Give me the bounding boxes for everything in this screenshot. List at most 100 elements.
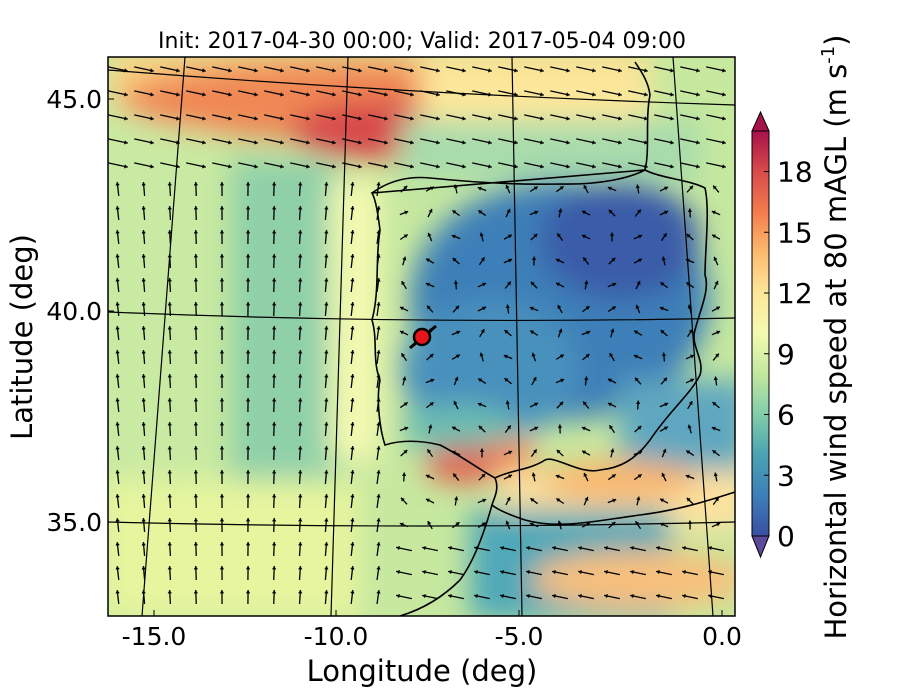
- wind-arrow-head: [219, 278, 225, 282]
- wind-arrow-head: [254, 140, 258, 145]
- wind-arrow-head: [578, 545, 582, 551]
- wind-arrow-head: [324, 326, 329, 330]
- wind-arrow-head: [254, 68, 258, 73]
- wind-arrow-head: [219, 230, 225, 234]
- wind-arrow-head: [271, 446, 277, 450]
- wind-arrow-head: [552, 545, 556, 551]
- wind-arrow-head: [436, 164, 440, 169]
- wind-arrow-head: [452, 426, 457, 431]
- wind-arrow-head: [644, 92, 648, 97]
- wind-arrow-head: [219, 518, 225, 522]
- wind-arrow-head: [660, 330, 665, 334]
- wind-arrow-head: [271, 302, 277, 306]
- wind-arrow-head: [612, 282, 617, 287]
- wind-arrow-head: [540, 140, 544, 145]
- wind-arrow-head: [245, 590, 251, 594]
- wind-arrow-head: [141, 326, 146, 330]
- wind-arrow-head: [167, 542, 172, 546]
- wind-arrow-head: [696, 116, 700, 121]
- wind-arrow-head: [696, 140, 700, 145]
- wind-arrow-head: [271, 542, 277, 546]
- wind-arrow-head: [422, 593, 426, 599]
- wind-arrow-head: [141, 446, 146, 450]
- wind-arrow-head: [228, 92, 232, 97]
- wind-arrow-head: [115, 446, 120, 450]
- wind-arrow-head: [350, 542, 355, 546]
- wind-arrow-head: [324, 422, 329, 426]
- wind-arrow-head: [559, 401, 564, 406]
- wind-arrow-head: [722, 68, 726, 73]
- wind-arrow-head: [687, 424, 692, 429]
- wind-arrow-head: [350, 230, 355, 234]
- wind-arrow-head: [167, 398, 172, 402]
- wind-arrow-head: [141, 494, 146, 498]
- wind-arrow-head: [254, 116, 258, 121]
- wind-arrow-head: [656, 569, 660, 575]
- wind-arrow-head: [662, 233, 667, 238]
- wind-arrow-head: [245, 422, 251, 426]
- wind-arrow-head: [324, 350, 329, 354]
- wind-arrow-head: [384, 164, 388, 169]
- wind-arrow-head: [324, 206, 329, 210]
- wind-arrow-head: [202, 116, 206, 121]
- wind-arrow-head: [280, 164, 284, 169]
- wind-arrow-head: [350, 326, 355, 330]
- wind-arrow-head: [399, 330, 404, 335]
- wind-arrow-head: [462, 92, 466, 97]
- wind-arrow-head: [396, 593, 400, 599]
- wind-arrow-head: [193, 422, 199, 426]
- wind-arrow-head: [644, 164, 648, 169]
- wind-arrow-head: [324, 398, 329, 402]
- wind-arrow-head: [376, 326, 381, 330]
- wind-arrow-head: [376, 566, 381, 570]
- wind-arrow-head: [696, 164, 700, 169]
- wind-arrow-head: [410, 92, 414, 97]
- wind-arrow-head: [556, 498, 561, 503]
- wind-arrow-head: [306, 68, 310, 73]
- wind-arrow-head: [558, 328, 563, 333]
- wind-arrow-head: [332, 116, 336, 121]
- wind-arrow-head: [376, 206, 381, 210]
- wind-arrow-head: [477, 402, 482, 407]
- wind-arrow-head: [426, 258, 431, 263]
- wind-arrow-head: [436, 116, 440, 121]
- wind-arrow-head: [403, 185, 408, 190]
- wind-arrow-head: [245, 374, 251, 378]
- wind-arrow-head: [167, 590, 172, 594]
- wind-arrow-head: [566, 140, 570, 145]
- wind-arrow-head: [350, 206, 355, 210]
- wind-arrow-head: [324, 494, 329, 498]
- wind-arrow-head: [557, 305, 562, 310]
- wind-arrow-head: [722, 164, 726, 169]
- wind-arrow-head: [452, 258, 457, 262]
- wind-arrow-head: [384, 68, 388, 73]
- wind-arrow-head: [479, 352, 484, 357]
- wind-arrow-head: [271, 470, 277, 474]
- wind-arrow-head: [271, 326, 277, 330]
- wind-arrow-head: [219, 302, 225, 306]
- wind-arrow-head: [474, 545, 478, 551]
- wind-arrow-head: [245, 398, 251, 402]
- wind-arrow-head: [531, 352, 536, 357]
- colorbar-extend-min: [751, 535, 770, 559]
- wind-arrow-head: [115, 494, 120, 498]
- wind-arrow-head: [708, 569, 712, 575]
- wind-arrow-head: [670, 92, 674, 97]
- wind-arrow-head: [505, 184, 510, 189]
- wind-arrow-head: [350, 398, 355, 402]
- wind-arrow-head: [280, 140, 284, 145]
- wind-arrow-head: [714, 280, 719, 285]
- wind-arrow-head: [167, 374, 172, 378]
- colorbar-tick-label: 9: [777, 338, 795, 371]
- wind-arrow-head: [644, 116, 648, 121]
- wind-arrow-head: [618, 116, 622, 121]
- wind-arrow-head: [506, 497, 511, 501]
- wind-arrow-head: [610, 448, 615, 453]
- wind-arrow-head: [271, 590, 277, 594]
- wind-arrow-head: [451, 234, 456, 239]
- wind-arrow-head: [659, 522, 664, 527]
- wind-arrow-head: [384, 140, 388, 145]
- wind-arrow-head: [506, 208, 511, 213]
- wind-arrow-head: [715, 353, 719, 358]
- wind-arrow-head: [637, 258, 642, 263]
